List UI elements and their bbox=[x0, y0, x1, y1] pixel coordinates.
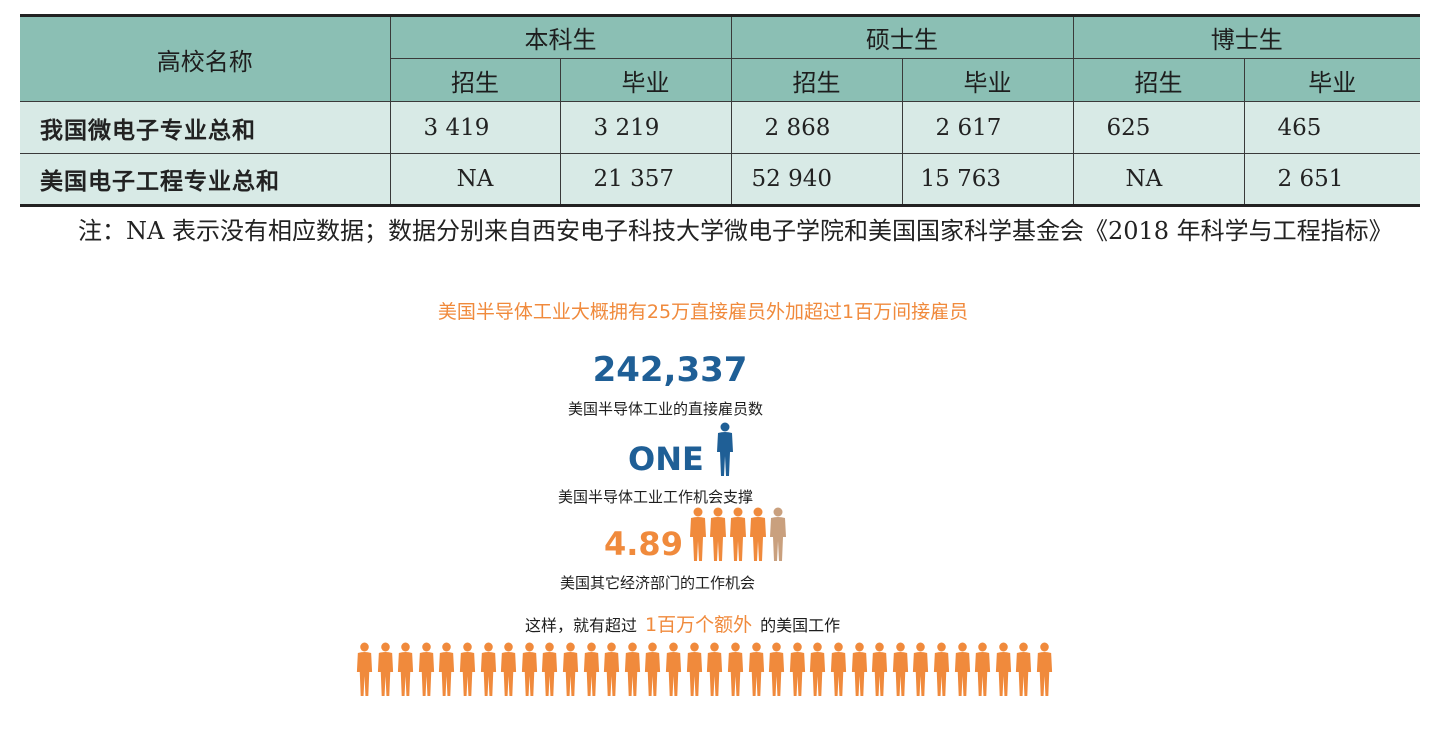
one-label: ONE bbox=[628, 440, 704, 478]
table-cell: 3 419 bbox=[389, 101, 561, 154]
table-note: 注：NA 表示没有相应数据；数据分别来自西安电子科技大学微电子学院和美国国家科学… bbox=[78, 217, 1393, 245]
person-icon bbox=[624, 642, 641, 696]
table-cell: 21 357 bbox=[559, 153, 732, 206]
ratio-number: 4.89 bbox=[604, 525, 683, 563]
support-caption: 美国半导体工业工作机会支撑 bbox=[558, 488, 754, 506]
summary-highlight: 1百万个额外 bbox=[645, 614, 753, 636]
subheader-graduate: 毕业 bbox=[1243, 58, 1420, 102]
header-school: 高校名称 bbox=[20, 15, 391, 102]
table-cell: 2 617 bbox=[901, 101, 1074, 154]
table-cell: 2 651 bbox=[1243, 153, 1420, 206]
direct-employees-caption: 美国半导体工业的直接雇员数 bbox=[568, 400, 764, 418]
summary-prefix: 这样，就有超过 bbox=[525, 616, 638, 635]
person-icon bbox=[871, 642, 888, 696]
other-jobs-caption: 美国其它经济部门的工作机会 bbox=[560, 574, 756, 592]
person-icon bbox=[748, 642, 765, 696]
person-icon bbox=[521, 642, 538, 696]
direct-employees-number: 242,337 bbox=[592, 350, 748, 390]
person-icon bbox=[954, 642, 971, 696]
person-icon bbox=[583, 642, 600, 696]
table-cell: 465 bbox=[1243, 101, 1420, 154]
person-icon bbox=[770, 507, 786, 561]
person-icon bbox=[768, 642, 785, 696]
summary-line: 这样，就有超过 1百万个额外 的美国工作 bbox=[525, 610, 840, 637]
person-icon bbox=[974, 642, 991, 696]
person-icon bbox=[459, 642, 476, 696]
person-icon bbox=[933, 642, 950, 696]
subheader-enroll: 招生 bbox=[1072, 58, 1245, 102]
person-icon bbox=[562, 642, 579, 696]
person-icon bbox=[809, 642, 826, 696]
person-icon bbox=[1015, 642, 1032, 696]
person-icon bbox=[690, 507, 706, 561]
person-icon bbox=[665, 642, 682, 696]
person-icon bbox=[717, 422, 733, 476]
person-icon bbox=[706, 642, 723, 696]
summary-suffix: 的美国工作 bbox=[760, 616, 841, 635]
person-icon bbox=[356, 642, 373, 696]
person-icon bbox=[892, 642, 909, 696]
table-cell: 2 868 bbox=[730, 101, 903, 154]
person-icon bbox=[710, 507, 726, 561]
person-icon bbox=[480, 642, 497, 696]
header-undergrad: 本科生 bbox=[389, 15, 732, 59]
table-cell: 52 940 bbox=[730, 153, 903, 206]
person-icon bbox=[727, 642, 744, 696]
person-icon bbox=[912, 642, 929, 696]
subheader-graduate: 毕业 bbox=[559, 58, 732, 102]
person-icon bbox=[438, 642, 455, 696]
table-row: 美国电子工程专业总和 NA 21 357 52 940 15 763 NA 2 … bbox=[20, 153, 1420, 206]
person-icon bbox=[851, 642, 868, 696]
person-icon bbox=[1036, 642, 1053, 696]
person-icon bbox=[541, 642, 558, 696]
person-icon bbox=[995, 642, 1012, 696]
table-cell: NA bbox=[389, 153, 561, 206]
enrollment-table: 高校名称 本科生 硕士生 博士生 招生 毕业 招生 毕业 招生 毕业 我国微电子… bbox=[20, 14, 1420, 207]
header-master: 硕士生 bbox=[730, 15, 1074, 59]
header-phd: 博士生 bbox=[1072, 15, 1420, 59]
person-icon bbox=[418, 642, 435, 696]
table-cell: 625 bbox=[1072, 101, 1245, 154]
table-row: 我国微电子专业总和 3 419 3 219 2 868 2 617 625 46… bbox=[20, 101, 1420, 154]
person-icon bbox=[603, 642, 620, 696]
subheader-graduate: 毕业 bbox=[901, 58, 1074, 102]
table-cell: 3 219 bbox=[559, 101, 732, 154]
person-icon bbox=[830, 642, 847, 696]
table-cell: NA bbox=[1072, 153, 1245, 206]
person-icon bbox=[750, 507, 766, 561]
person-icon bbox=[500, 642, 517, 696]
person-icon bbox=[730, 507, 746, 561]
row-school-name: 我国微电子专业总和 bbox=[20, 101, 391, 154]
table-cell: 15 763 bbox=[901, 153, 1074, 206]
subheader-enroll: 招生 bbox=[730, 58, 903, 102]
person-icon bbox=[644, 642, 661, 696]
subheader-enroll: 招生 bbox=[390, 58, 561, 102]
person-icon bbox=[377, 642, 394, 696]
infographic-headline: 美国半导体工业大概拥有25万直接雇员外加超过1百万间接雇员 bbox=[437, 301, 969, 323]
person-icon bbox=[397, 642, 414, 696]
person-icon bbox=[686, 642, 703, 696]
person-icon bbox=[789, 642, 806, 696]
